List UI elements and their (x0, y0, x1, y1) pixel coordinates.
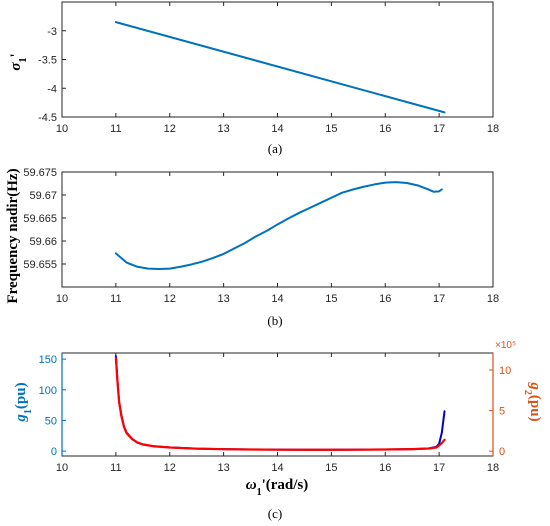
series-line-c-1 (114, 356, 446, 451)
x-tick-label-c: 12 (164, 462, 176, 474)
y-tick-label-c: 50 (45, 415, 57, 427)
x-tick-label-c: 11 (110, 462, 121, 474)
y-right-tick-label-c: 0 (499, 446, 505, 458)
x-tick-label-a: 10 (56, 123, 68, 135)
y-tick-label-a: -4.5 (38, 112, 57, 124)
right-axis-exponent: ×10⁵ (495, 340, 516, 351)
x-tick-label-b: 18 (487, 293, 499, 305)
y-right-tick-label-c: 5 (499, 406, 505, 418)
y-tick-label-b: 59.67 (29, 190, 57, 202)
x-tick-label-a: 16 (379, 123, 391, 135)
x-tick-label-a: 13 (218, 123, 230, 135)
y-tick-label-a: -4 (47, 83, 57, 95)
y-tick-label-c: 100 (39, 385, 57, 397)
x-tick-label-a: 11 (110, 123, 121, 135)
x-tick-label-b: 16 (379, 293, 391, 305)
x-tick-label-b: 13 (218, 293, 230, 305)
y-tick-label-b: 59.66 (29, 236, 57, 248)
x-tick-label-b: 11 (110, 293, 121, 305)
series-line-a-0 (114, 21, 446, 114)
caption-c: (c) (268, 506, 282, 521)
x-tick-label-b: 10 (56, 293, 68, 305)
y-axis-label-left-c: g1(pu) (13, 382, 34, 422)
x-tick-label-a: 15 (325, 123, 337, 135)
x-tick-label-c: 16 (379, 462, 391, 474)
axes-box-c (61, 352, 494, 457)
x-tick-label-a: 14 (271, 123, 283, 135)
x-tick-label-a: 17 (433, 123, 445, 135)
x-tick-label-b: 17 (433, 293, 445, 305)
series-line-b-0 (114, 181, 443, 271)
x-tick-label-c: 18 (487, 462, 499, 474)
x-tick-label-c: 17 (433, 462, 445, 474)
y-tick-label-b: 59.675 (23, 167, 57, 179)
y-right-tick-label-c: 10 (499, 365, 511, 377)
caption-a: (a) (268, 141, 282, 156)
caption-b: (b) (267, 313, 282, 328)
panel-b-frequency-nadir-chart: 10 11 12 13 14 15 16 17 18 59.675 59.67 59.665 59.66… (5, 167, 499, 328)
y-tick-label-b: 59.655 (23, 259, 57, 271)
y-tick-label-a: -3.5 (38, 55, 57, 67)
x-tick-label-c: 13 (218, 462, 230, 474)
y-tick-label-c: 150 (39, 354, 57, 366)
x-tick-label-a: 12 (164, 123, 176, 135)
x-tick-label-a: 18 (487, 123, 499, 135)
plot-area-a: 10 11 12 13 14 15 16 17 18 -3 -3.5 -4 -4.5 (38, 2, 499, 135)
plot-area-b: 10 11 12 13 14 15 16 17 18 59.675 59.67 59.665 59.66… (23, 167, 499, 305)
x-axis-label-c: ω1'(rad/s) (246, 477, 309, 498)
x-tick-label-b: 15 (325, 293, 337, 305)
x-tick-label-b: 14 (271, 293, 283, 305)
y-tick-label-a: -3 (47, 26, 57, 38)
y-tick-label-c: 0 (51, 446, 57, 458)
x-tick-label-c: 10 (56, 462, 68, 474)
x-tick-label-b: 12 (164, 293, 176, 305)
y-tick-label-b: 59.665 (23, 213, 57, 225)
y-axis-label-b: Frequency nadir(Hz) (5, 168, 21, 303)
x-tick-label-c: 15 (325, 462, 337, 474)
x-tick-label-c: 14 (271, 462, 283, 474)
y-axis-label-a: σ1' (8, 53, 29, 70)
axes-box-a (61, 1, 494, 118)
y-axis-label-right-c: g2(pu) (523, 381, 544, 421)
panel-a-sigma-chart: 10 11 12 13 14 15 16 17 18 -3 -3.5 -4 -4.5 σ1' (a) (8, 1, 499, 156)
